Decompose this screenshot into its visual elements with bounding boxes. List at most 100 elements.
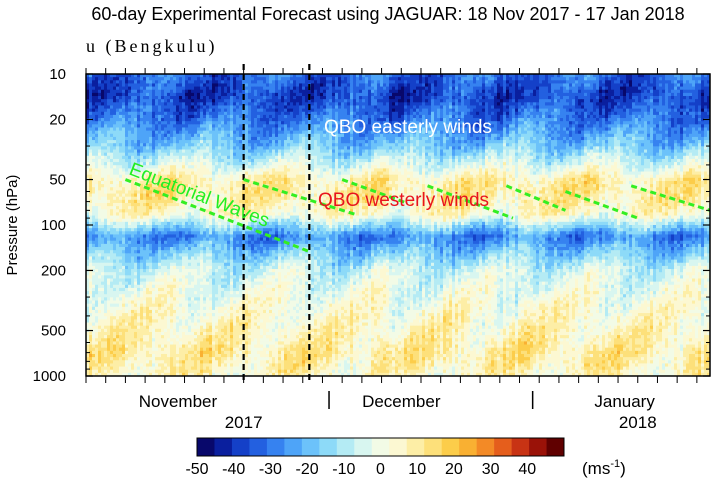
heatmap-cell	[476, 80, 479, 84]
heatmap-cell	[503, 109, 506, 113]
heatmap-cell	[446, 77, 449, 81]
heatmap-cell	[602, 90, 605, 94]
heatmap-cell	[485, 90, 488, 94]
heatmap-cell	[476, 102, 479, 106]
heatmap-cell	[305, 96, 308, 100]
heatmap-cell	[266, 80, 269, 84]
heatmap-cell	[347, 80, 350, 84]
heatmap-cell	[389, 93, 392, 97]
heatmap-cell	[512, 87, 515, 91]
heatmap-cell	[590, 77, 593, 81]
heatmap-cell	[509, 109, 512, 113]
heatmap-cell	[401, 93, 404, 97]
heatmap-cell	[89, 99, 92, 103]
heatmap-cell	[614, 96, 617, 100]
heatmap-cell	[407, 99, 410, 103]
heatmap-cell	[656, 96, 659, 100]
heatmap-cell	[335, 105, 338, 109]
heatmap-cell	[236, 83, 239, 87]
heatmap-cell	[653, 80, 656, 84]
heatmap-cell	[503, 99, 506, 103]
heatmap-cell	[335, 102, 338, 106]
heatmap-cell	[692, 90, 695, 94]
heatmap-cell	[617, 77, 620, 81]
heatmap-cell	[215, 93, 218, 97]
heatmap-cell	[413, 80, 416, 84]
heatmap-cell	[542, 80, 545, 84]
heatmap-cell	[158, 80, 161, 84]
heatmap-cell	[497, 99, 500, 103]
heatmap-cell	[173, 80, 176, 84]
heatmap-cell	[464, 77, 467, 81]
heatmap-cell	[143, 93, 146, 97]
heatmap-cell	[335, 96, 338, 100]
heatmap-cell	[683, 102, 686, 106]
heatmap-cell	[455, 90, 458, 94]
heatmap-cell	[134, 99, 137, 103]
heatmap-cell	[296, 90, 299, 94]
heatmap-cell	[431, 90, 434, 94]
heatmap-cell	[563, 96, 566, 100]
heatmap-cell	[515, 93, 518, 97]
heatmap-cell	[95, 87, 98, 91]
heatmap-cell	[674, 83, 677, 87]
heatmap-cell	[518, 80, 521, 84]
heatmap-cell	[134, 80, 137, 84]
heatmap-cell	[467, 105, 470, 109]
heatmap-cell	[461, 93, 464, 97]
heatmap-cell	[374, 77, 377, 81]
heatmap-cell	[155, 83, 158, 87]
heatmap-cell	[314, 90, 317, 94]
heatmap-cell	[446, 99, 449, 103]
heatmap-cell	[371, 109, 374, 113]
heatmap-cell	[560, 93, 563, 97]
heatmap-cell	[416, 99, 419, 103]
heatmap-cell	[422, 83, 425, 87]
heatmap-cell	[587, 90, 590, 94]
heatmap-cell	[683, 87, 686, 91]
heatmap-cell	[203, 96, 206, 100]
heatmap-cell	[476, 87, 479, 91]
heatmap-cell	[500, 109, 503, 113]
heatmap-cell	[281, 109, 284, 113]
heatmap-cell	[593, 105, 596, 109]
heatmap-cell	[566, 90, 569, 94]
heatmap-cell	[182, 102, 185, 106]
heatmap-cell	[92, 83, 95, 87]
heatmap-cell	[236, 87, 239, 91]
heatmap-cell	[581, 93, 584, 97]
heatmap-cell	[539, 96, 542, 100]
heatmap-cell	[413, 102, 416, 106]
heatmap-cell	[569, 105, 572, 109]
heatmap-cell	[578, 90, 581, 94]
heatmap-cell	[467, 80, 470, 84]
heatmap-cell	[188, 83, 191, 87]
heatmap-cell	[290, 93, 293, 97]
heatmap-cell	[695, 96, 698, 100]
heatmap-cell	[641, 93, 644, 97]
heatmap-cell	[695, 99, 698, 103]
heatmap-cell	[173, 77, 176, 81]
heatmap-cell	[461, 99, 464, 103]
heatmap-cell	[566, 83, 569, 87]
heatmap-cell	[629, 90, 632, 94]
heatmap-cell	[614, 102, 617, 106]
heatmap-cell	[326, 80, 329, 84]
heatmap-cell	[659, 87, 662, 91]
heatmap-cell	[113, 80, 116, 84]
heatmap-cell	[122, 87, 125, 91]
heatmap-cell	[197, 102, 200, 106]
heatmap-cell	[113, 90, 116, 94]
heatmap-cell	[602, 83, 605, 87]
heatmap-cell	[161, 77, 164, 81]
heatmap-cell	[656, 77, 659, 81]
heatmap-cell	[362, 93, 365, 97]
heatmap-cell	[641, 77, 644, 81]
heatmap-cell	[305, 102, 308, 106]
heatmap-cell	[500, 93, 503, 97]
heatmap-cell	[467, 109, 470, 113]
heatmap-cell	[683, 80, 686, 84]
heatmap-cell	[311, 93, 314, 97]
heatmap-cell	[485, 102, 488, 106]
heatmap-cell	[407, 96, 410, 100]
